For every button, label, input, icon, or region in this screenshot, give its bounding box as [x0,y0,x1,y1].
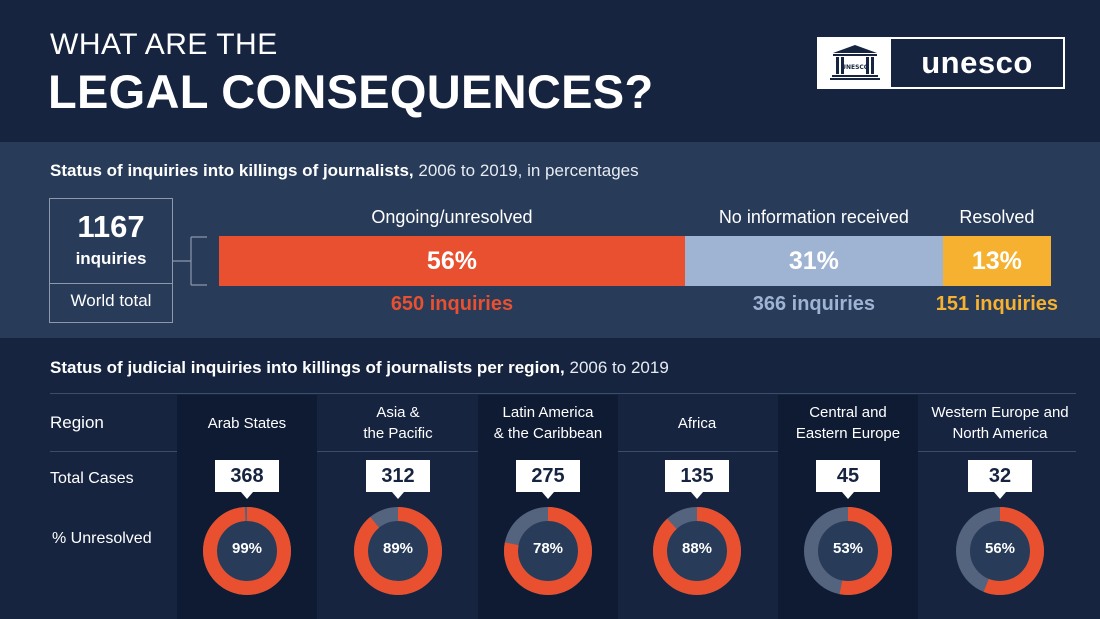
donut-unresolved-arc [504,507,592,595]
unresolved-donut [956,507,1044,595]
page-title: LEGAL CONSEQUENCES? [48,65,654,118]
total-cases-box: 275 [516,460,580,492]
callout-pointer [842,492,854,499]
donut-value-label: 56% [984,540,1016,557]
donut-unresolved-arc [956,507,1044,595]
donut-value-label: 88% [681,540,713,557]
callout-pointer [542,492,554,499]
donut-value-label: 99% [231,540,263,557]
region-title-main: Status of judicial inquiries into killin… [50,358,565,377]
row-label-region: Region [50,413,104,432]
callout-pointer [691,492,703,499]
donut-unresolved-arc [354,507,442,595]
category-label-0: Ongoing/unresolved [371,207,533,227]
summary-title-main: Status of inquiries into killings of jou… [50,161,414,180]
total-cases-box: 32 [968,460,1032,492]
bar-value-label-2: 13% [971,246,1022,275]
bar-segment-2: 13% [942,236,1051,286]
callout-pointer [994,492,1006,499]
callout-pointer [392,492,404,499]
donut-unresolved-arc [203,507,291,595]
total-cases-box: 135 [665,460,729,492]
region-name: Asia & the Pacific [323,396,473,450]
total-divider [50,283,172,284]
region-name: Arab States [172,396,322,450]
table-rule-top [50,393,1076,394]
region-name-line1: Arab States [207,414,287,432]
summary-title: Status of inquiries into killings of jou… [50,161,639,181]
region-name-line2: Eastern Europe [795,425,901,442]
category-label-1: No information received [718,207,909,227]
total-cases-box: 312 [366,460,430,492]
region-name-line1: Western Europe and [931,404,1069,421]
total-cases-box: 368 [215,460,279,492]
region-name: Western Europe and North America [925,396,1075,450]
world-total-box: 1167 inquiries World total [49,198,173,323]
count-label-2: 151 inquiries [935,293,1059,315]
unresolved-donut [804,507,892,595]
region-name: Africa [622,396,772,450]
region-name-line2: & the Caribbean [493,425,603,442]
donut-unresolved-arc [804,507,892,595]
total-cases-box: 45 [816,460,880,492]
region-name-line2: North America [952,425,1048,442]
stacked-bar: 56% 31% 13% [219,236,1051,286]
row-label-unresolved: % Unresolved [52,530,152,547]
summary-title-sub: 2006 to 2019, in percentages [418,161,639,180]
region-title: Status of judicial inquiries into killin… [50,358,669,378]
donut-value-label: 78% [532,540,564,557]
unresolved-donut [653,507,741,595]
row-label-total: Total Cases [50,470,134,487]
unresolved-donut [203,507,291,595]
donut-value-label: 53% [832,540,864,557]
count-label-0: 650 inquiries [390,293,514,315]
total-label: World total [70,291,152,310]
temple-emblem-icon: UNESCO [819,39,891,87]
region-name-line1: Asia & [376,404,420,421]
unresolved-donut [354,507,442,595]
region-name-line1: Africa [677,414,717,432]
unesco-logo: UNESCO unesco [817,37,1065,89]
bar-segment-1: 31% [684,236,943,286]
unresolved-donut [504,507,592,595]
total-unit: inquiries [75,249,147,268]
donut-unresolved-arc [653,507,741,595]
region-name-line2: the Pacific [363,425,433,442]
region-name-line1: Central and [809,404,887,421]
bar-value-label-0: 56% [426,246,477,275]
logo-text: unesco [921,45,1033,80]
region-name: Central and Eastern Europe [773,396,923,450]
bracket-connector [173,236,207,286]
bar-value-label-1: 31% [788,246,839,275]
region-name: Latin America & the Caribbean [473,396,623,450]
title-line-1: WHAT ARE THE [50,28,278,61]
callout-pointer [241,492,253,499]
region-name-line1: Latin America [502,404,594,421]
donut-value-label: 89% [382,540,414,557]
bar-segment-0: 56% [219,236,685,286]
emblem-text: UNESCO [841,64,869,71]
category-label-2: Resolved [959,207,1035,227]
count-label-1: 366 inquiries [752,293,875,315]
total-value: 1167 [77,209,145,244]
region-title-sub: 2006 to 2019 [569,358,669,377]
